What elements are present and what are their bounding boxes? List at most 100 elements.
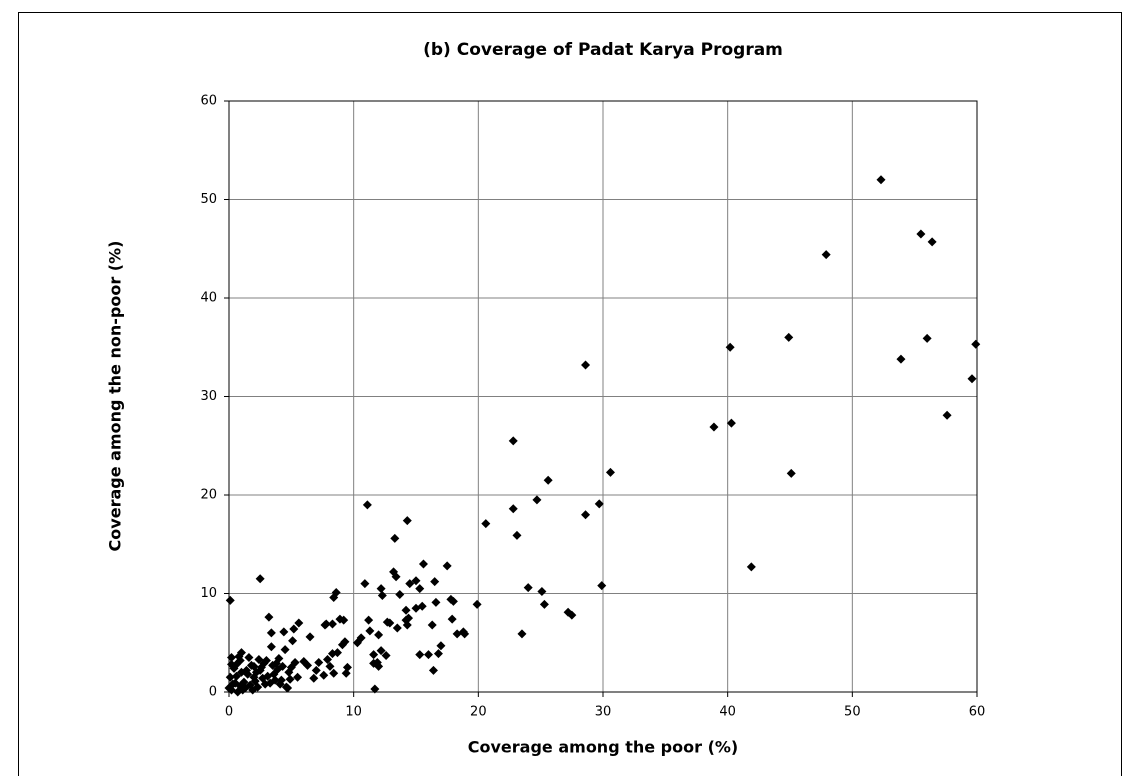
point	[271, 658, 281, 668]
point	[415, 650, 425, 660]
point	[594, 499, 604, 509]
y-tick-label: 50	[200, 192, 217, 207]
point	[597, 581, 607, 591]
x-tick-label: 10	[345, 705, 362, 720]
point	[385, 618, 395, 628]
point	[370, 684, 380, 694]
point	[532, 495, 542, 505]
point	[288, 636, 298, 646]
point	[322, 654, 332, 664]
point	[255, 665, 265, 675]
point	[517, 629, 527, 639]
point	[430, 577, 440, 587]
point	[364, 615, 374, 625]
point	[263, 671, 273, 681]
point	[342, 662, 352, 672]
point	[916, 229, 926, 239]
point	[249, 661, 259, 671]
point	[309, 673, 319, 683]
point	[411, 576, 421, 586]
y-tick-label: 40	[200, 291, 217, 306]
point	[264, 612, 274, 622]
point	[319, 670, 329, 680]
point	[225, 595, 235, 605]
point	[927, 237, 937, 247]
point	[786, 468, 796, 478]
point	[392, 623, 402, 633]
point	[329, 668, 339, 678]
point	[523, 583, 533, 593]
point	[235, 655, 245, 665]
point	[285, 674, 295, 684]
point	[327, 619, 337, 629]
point	[339, 615, 349, 625]
point	[402, 516, 412, 526]
point	[255, 574, 265, 584]
y-tick-label: 0	[209, 685, 217, 700]
point	[376, 584, 386, 594]
chart-title: (b) Coverage of Padat Karya Program	[423, 40, 783, 60]
point	[896, 354, 906, 364]
x-tick-label: 20	[470, 705, 487, 720]
point	[299, 656, 309, 666]
point	[423, 650, 433, 660]
point	[428, 665, 438, 675]
point	[725, 342, 735, 352]
point	[225, 672, 235, 682]
x-tick-label: 50	[844, 705, 861, 720]
point	[374, 630, 384, 640]
point	[327, 649, 337, 659]
point	[341, 668, 351, 678]
point	[226, 659, 236, 669]
point	[726, 418, 736, 428]
point	[248, 685, 258, 695]
point	[279, 627, 289, 637]
x-tick-label: 40	[719, 705, 736, 720]
y-tick-label: 20	[200, 488, 217, 503]
point	[329, 592, 339, 602]
point	[405, 579, 415, 589]
point	[605, 467, 615, 477]
point	[369, 650, 379, 660]
point	[244, 653, 254, 663]
point	[402, 620, 412, 630]
point	[709, 422, 719, 432]
point	[228, 679, 238, 689]
point	[508, 504, 518, 514]
point	[266, 628, 276, 638]
point	[395, 589, 405, 599]
point	[294, 618, 304, 628]
point	[436, 641, 446, 651]
point	[876, 175, 886, 185]
point	[784, 332, 794, 342]
point	[280, 645, 290, 655]
point	[821, 250, 831, 260]
point	[253, 682, 263, 692]
point	[481, 519, 491, 529]
point	[360, 579, 370, 589]
point	[543, 475, 553, 485]
point	[458, 627, 468, 637]
point	[266, 642, 276, 652]
point	[418, 559, 428, 569]
point	[971, 339, 981, 349]
point	[278, 661, 288, 671]
y-tick-label: 10	[200, 586, 217, 601]
point	[325, 661, 335, 671]
point	[427, 620, 437, 630]
point	[352, 638, 362, 648]
point	[433, 649, 443, 659]
point	[442, 561, 452, 571]
x-axis-label: Coverage among the poor (%)	[468, 738, 738, 757]
x-tick-label: 0	[225, 705, 233, 720]
point	[922, 333, 932, 343]
point	[401, 605, 411, 615]
point	[942, 410, 952, 420]
point	[293, 672, 303, 682]
y-tick-label: 60	[200, 94, 217, 109]
point	[381, 651, 391, 661]
point	[448, 596, 458, 606]
x-tick-label: 30	[595, 705, 612, 720]
point	[472, 599, 482, 609]
point	[377, 590, 387, 600]
